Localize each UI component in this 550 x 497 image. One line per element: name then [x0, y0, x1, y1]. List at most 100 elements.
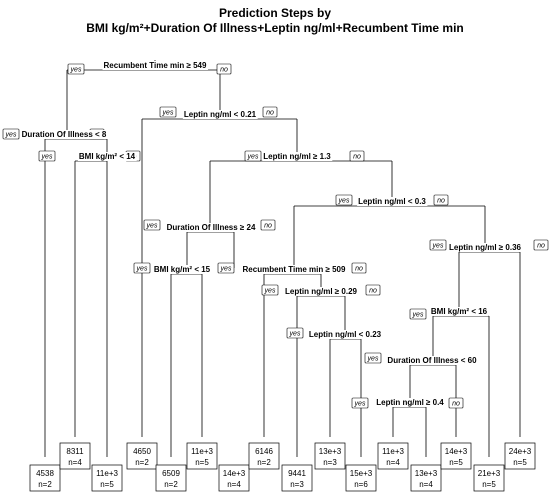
split-labels: Recumbent Time min ≥ 549 Duration Of Illn… [20, 61, 523, 407]
diagram-title: Prediction Steps by BMI kg/m²+Duration O… [0, 6, 550, 36]
no-branch-label: no [262, 106, 278, 118]
yes-branch-label: yes [38, 150, 56, 162]
leaf-value: 14e+3 [223, 469, 246, 478]
svg-text:no: no [537, 243, 545, 250]
yes-branch-label: yes [429, 239, 447, 251]
svg-text:yes: yes [41, 154, 53, 161]
leaf-node: 6146 n=2 [248, 442, 280, 470]
leaf-count: n=2 [164, 480, 178, 489]
svg-text:no: no [264, 223, 272, 230]
leaf-node: 21e+3 n=5 [473, 464, 505, 492]
svg-text:yes: yes [136, 266, 148, 273]
svg-text:no: no [266, 110, 274, 117]
yes-branch-label: yes [67, 63, 85, 75]
leaf-count: n=2 [257, 458, 271, 467]
leaf-node: 11e+3 n=5 [91, 464, 123, 492]
split-label: Recumbent Time min ≥ 549 [104, 61, 207, 70]
leaf-value: 6509 [162, 469, 180, 478]
no-branch-label: no [533, 239, 549, 251]
split-label: Leptin ng/ml ≥ 0.36 [449, 243, 522, 252]
leaf-count: n=4 [227, 480, 241, 489]
split-label: Leptin ng/ml < 0.23 [309, 330, 382, 339]
yes-branch-label: yes [159, 106, 177, 118]
split-label: BMI kg/m² < 15 [154, 265, 211, 274]
no-branch-label: no [433, 194, 449, 206]
svg-text:yes: yes [338, 198, 350, 205]
svg-text:no: no [220, 67, 228, 74]
yes-branch-label: yes [364, 352, 382, 364]
svg-text:no: no [369, 288, 377, 295]
leaf-value: 8311 [66, 447, 84, 456]
yes-branch-label: yes [351, 397, 369, 409]
split-label: Leptin ng/ml ≥ 0.29 [285, 287, 358, 296]
yes-branch-label: yes [244, 150, 262, 162]
leaf-node: 13e+3 n=4 [410, 464, 442, 492]
leaf-count: n=2 [135, 458, 149, 467]
svg-text:yes: yes [412, 312, 424, 319]
yes-branch-label: yes [335, 194, 353, 206]
leaf-count: n=5 [449, 458, 463, 467]
leaf-value: 11e+3 [96, 469, 118, 478]
split-label: BMI kg/m² < 14 [79, 152, 136, 161]
leaf-count: n=6 [354, 480, 368, 489]
leaf-node: 11e+3 n=5 [186, 442, 218, 470]
no-branch-label: no [216, 63, 232, 75]
split-label: Duration Of Illness < 8 [22, 130, 107, 139]
split-label: Duration Of Illness < 60 [387, 356, 477, 365]
leaf-value: 24e+3 [509, 447, 532, 456]
svg-text:yes: yes [432, 243, 444, 250]
svg-text:yes: yes [247, 154, 259, 161]
split-label: Leptin ng/ml < 0.3 [358, 197, 426, 206]
leaf-value: 11e+3 [382, 447, 404, 456]
leaf-nodes: 4538 n=2 8311 n=4 11e+3 n=5 4650 n=2 6509 n=2 11e+… [29, 442, 536, 492]
leaf-node: 6509 n=2 [155, 464, 187, 492]
svg-text:yes: yes [146, 223, 158, 230]
leaf-count: n=5 [100, 480, 114, 489]
leaf-node: 24e+3 n=5 [504, 442, 536, 470]
yes-branch-label: yes [143, 219, 161, 231]
svg-text:yes: yes [70, 67, 82, 74]
yes-branch-label: yes [409, 308, 427, 320]
svg-text:yes: yes [354, 401, 366, 408]
leaf-value: 14e+3 [445, 447, 468, 456]
leaf-count: n=5 [195, 458, 209, 467]
leaf-node: 14e+3 n=4 [218, 464, 250, 492]
no-branch-label: no [365, 284, 381, 296]
split-label: Duration Of Illness ≥ 24 [167, 223, 256, 232]
svg-text:no: no [353, 154, 361, 161]
leaf-node: 14e+3 n=5 [440, 442, 472, 470]
leaf-value: 21e+3 [478, 469, 501, 478]
leaf-value: 4650 [133, 447, 151, 456]
split-label: BMI kg/m² < 16 [431, 307, 488, 316]
leaf-node: 9441 n=3 [281, 464, 313, 492]
leaf-node: 8311 n=4 [59, 442, 91, 470]
leaf-count: n=4 [386, 458, 400, 467]
leaf-value: 13e+3 [415, 469, 438, 478]
title-line-1: Prediction Steps by [218, 6, 332, 20]
title-line-2: BMI kg/m²+Duration Of Illness+Leptin ng/… [86, 21, 464, 35]
leaf-value: 4538 [36, 469, 54, 478]
yes-branch-label: yes [217, 262, 235, 274]
split-label: Leptin ng/ml < 0.21 [184, 110, 257, 119]
leaf-count: n=2 [38, 480, 52, 489]
no-branch-label: no [349, 150, 365, 162]
leaf-count: n=4 [68, 458, 82, 467]
yes-branch-label: yes [2, 128, 20, 140]
leaf-value: 15e+3 [350, 469, 373, 478]
svg-text:yes: yes [220, 266, 232, 273]
split-label: Leptin ng/ml ≥ 1.3 [263, 152, 331, 161]
svg-text:yes: yes [367, 356, 379, 363]
leaf-value: 11e+3 [191, 447, 213, 456]
svg-text:yes: yes [289, 331, 301, 338]
no-branch-label: no [448, 397, 464, 409]
split-label: Leptin ng/ml ≥ 0.4 [376, 398, 444, 407]
svg-text:no: no [452, 401, 460, 408]
split-label: Recumbent Time min ≥ 509 [243, 265, 346, 274]
svg-text:yes: yes [5, 132, 17, 139]
yes-branch-label: yes [133, 262, 151, 274]
yes-branch-label: yes [261, 284, 279, 296]
leaf-node: 4538 n=2 [29, 464, 61, 492]
leaf-value: 13e+3 [319, 447, 342, 456]
leaf-count: n=4 [419, 480, 433, 489]
